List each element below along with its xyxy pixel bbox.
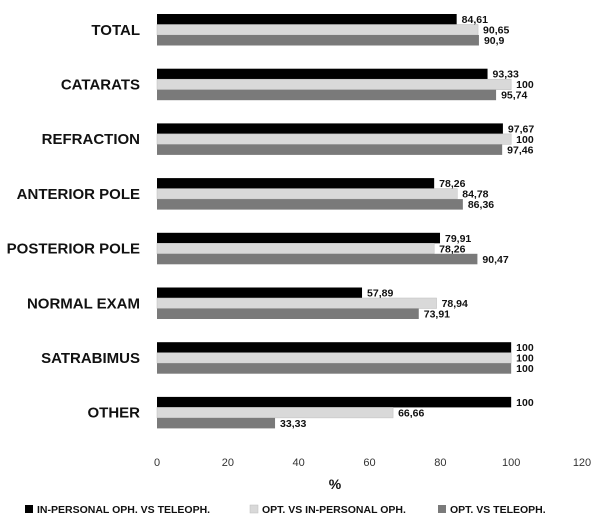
category-label: POSTERIOR POLE — [7, 241, 140, 258]
data-label: 100 — [516, 397, 534, 409]
bar-series-1 — [157, 232, 441, 244]
bar-series-2 — [156, 24, 479, 36]
bar-series-3 — [157, 35, 479, 46]
legend-label: IN-PERSONAL OPH. VS TELEOPH. — [37, 504, 210, 516]
data-label: 78,94 — [442, 298, 468, 310]
data-label: 100 — [516, 342, 534, 354]
legend-swatch — [25, 505, 33, 513]
data-label: 95,74 — [501, 90, 527, 102]
data-label: 90,47 — [482, 254, 508, 266]
data-label: 90,9 — [484, 35, 505, 47]
data-label: 97,67 — [508, 123, 534, 135]
data-label: 86,36 — [468, 199, 494, 211]
bar-series-1 — [157, 287, 363, 298]
data-label: 93,33 — [493, 69, 519, 81]
legend: IN-PERSONAL OPH. VS TELEOPH. OPT. VS IN-P… — [25, 504, 546, 516]
bar-series-3 — [157, 363, 512, 374]
bar-series-2 — [156, 188, 458, 200]
data-label: 78,26 — [439, 243, 465, 255]
bar-series-2 — [156, 352, 512, 364]
category-label: TOTAL — [91, 22, 140, 39]
data-label: 97,46 — [507, 144, 533, 156]
labels-layer: TOTAL84,6190,6590,9CATARATS93,3310095,74… — [7, 14, 535, 430]
category-label: CATARATS — [61, 76, 140, 93]
data-label: 79,91 — [445, 233, 471, 245]
category-label: SATRABIMUS — [41, 350, 140, 367]
bar-series-3 — [157, 253, 478, 265]
x-tick-label: 60 — [363, 457, 375, 469]
category-label: OTHER — [88, 405, 141, 422]
data-label: 100 — [516, 134, 534, 146]
x-tick-label: 20 — [222, 457, 234, 469]
x-axis: 0 20 40 60 80 100 120 — [154, 457, 591, 469]
x-tick-label: 100 — [502, 457, 520, 469]
bar-series-2 — [156, 133, 512, 145]
legend-label: OPT. VS IN-PERSONAL OPH. — [262, 504, 406, 516]
bar-series-1 — [157, 396, 512, 408]
data-label: 100 — [516, 353, 534, 365]
data-label: 100 — [516, 363, 534, 375]
bar-series-3 — [157, 89, 497, 101]
category-label: ANTERIOR POLE — [17, 186, 140, 203]
data-label: 100 — [516, 79, 534, 91]
bar-series-3 — [157, 308, 419, 319]
x-tick-label: 120 — [573, 457, 591, 469]
bar-series-2 — [156, 78, 512, 90]
data-label: 33,33 — [280, 418, 306, 430]
x-tick-label: 80 — [434, 457, 446, 469]
bar-series-1 — [157, 123, 503, 134]
legend-swatch — [438, 505, 446, 513]
x-axis-title: % — [329, 476, 342, 492]
bar-series-1 — [157, 68, 488, 80]
bar-series-1 — [157, 178, 435, 189]
bar-series-1 — [157, 14, 457, 25]
bar-series-3 — [157, 417, 276, 429]
category-label: NORMAL EXAM — [27, 295, 140, 312]
bar-series-1 — [157, 342, 512, 353]
bar-series-2 — [156, 297, 437, 309]
bar-series-3 — [157, 144, 503, 155]
legend-swatch — [249, 504, 259, 514]
x-tick-label: 40 — [293, 457, 305, 469]
data-label: 84,78 — [462, 189, 488, 201]
bars-layer — [156, 14, 512, 429]
data-label: 84,61 — [462, 14, 488, 26]
category-label: REFRACTION — [42, 131, 140, 148]
data-label: 90,65 — [483, 25, 509, 37]
x-tick-label: 0 — [154, 457, 160, 469]
data-label: 73,91 — [424, 309, 450, 321]
data-label: 57,89 — [367, 288, 393, 300]
data-label: 66,66 — [398, 407, 424, 419]
bar-series-2 — [156, 243, 435, 255]
data-label: 78,26 — [439, 178, 465, 190]
legend-label: OPT. VS TELEOPH. — [450, 504, 546, 516]
bar-series-2 — [156, 407, 394, 419]
bar-series-3 — [157, 199, 463, 210]
